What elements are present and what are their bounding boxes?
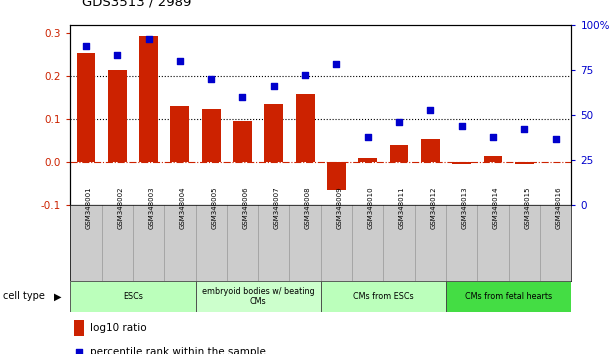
Text: GSM348006: GSM348006	[243, 186, 249, 229]
Text: GSM348015: GSM348015	[524, 186, 530, 229]
Text: GSM348010: GSM348010	[368, 186, 374, 229]
Bar	[233, 121, 252, 162]
Point	[74, 349, 84, 354]
Point	[488, 134, 498, 139]
Bar	[390, 145, 409, 162]
Text: percentile rank within the sample: percentile rank within the sample	[90, 347, 266, 354]
Text: log10 ratio: log10 ratio	[90, 323, 147, 333]
Point	[394, 119, 404, 125]
Bar	[296, 93, 315, 162]
Text: ▶: ▶	[54, 291, 62, 302]
Bar	[202, 109, 221, 162]
Text: cell type: cell type	[3, 291, 45, 302]
Point	[457, 123, 467, 129]
Point	[238, 94, 247, 100]
Text: CMs from fetal hearts: CMs from fetal hearts	[465, 292, 552, 301]
Bar	[265, 104, 284, 162]
Bar	[515, 162, 534, 165]
Text: GSM348014: GSM348014	[493, 186, 499, 229]
Text: GSM348008: GSM348008	[305, 186, 311, 229]
Bar	[452, 162, 471, 165]
Bar	[359, 158, 377, 162]
Bar	[321, 281, 446, 312]
Bar	[170, 107, 189, 162]
Point	[551, 136, 560, 141]
Bar	[76, 53, 95, 162]
Bar	[446, 281, 571, 312]
Text: GSM348016: GSM348016	[555, 186, 562, 229]
Point	[175, 58, 185, 64]
Point	[425, 107, 435, 113]
Text: GSM348012: GSM348012	[430, 186, 436, 229]
Text: GSM348001: GSM348001	[86, 186, 92, 229]
Text: GSM348002: GSM348002	[117, 186, 123, 229]
Text: GSM348005: GSM348005	[211, 186, 217, 229]
Bar	[327, 162, 346, 190]
Point	[207, 76, 216, 82]
Bar	[108, 70, 126, 162]
Point	[519, 127, 529, 132]
Bar	[196, 281, 321, 312]
Bar	[139, 35, 158, 162]
Text: GSM348004: GSM348004	[180, 186, 186, 229]
Point	[112, 53, 122, 58]
Text: embryoid bodies w/ beating
CMs: embryoid bodies w/ beating CMs	[202, 287, 315, 306]
Point	[81, 44, 91, 49]
Point	[332, 62, 342, 67]
Point	[300, 73, 310, 78]
Text: GSM348011: GSM348011	[399, 186, 405, 229]
Bar	[421, 139, 440, 162]
Text: GSM348009: GSM348009	[337, 186, 342, 229]
Text: GDS3513 / 2989: GDS3513 / 2989	[82, 0, 192, 9]
Text: CMs from ESCs: CMs from ESCs	[353, 292, 414, 301]
Text: GSM348007: GSM348007	[274, 186, 280, 229]
Point	[269, 83, 279, 89]
Bar	[74, 320, 84, 336]
Text: GSM348013: GSM348013	[462, 186, 467, 229]
Point	[363, 134, 373, 139]
Bar	[484, 156, 502, 162]
Point	[144, 36, 153, 42]
Text: ESCs: ESCs	[123, 292, 143, 301]
Bar	[70, 281, 196, 312]
Text: GSM348003: GSM348003	[148, 186, 155, 229]
